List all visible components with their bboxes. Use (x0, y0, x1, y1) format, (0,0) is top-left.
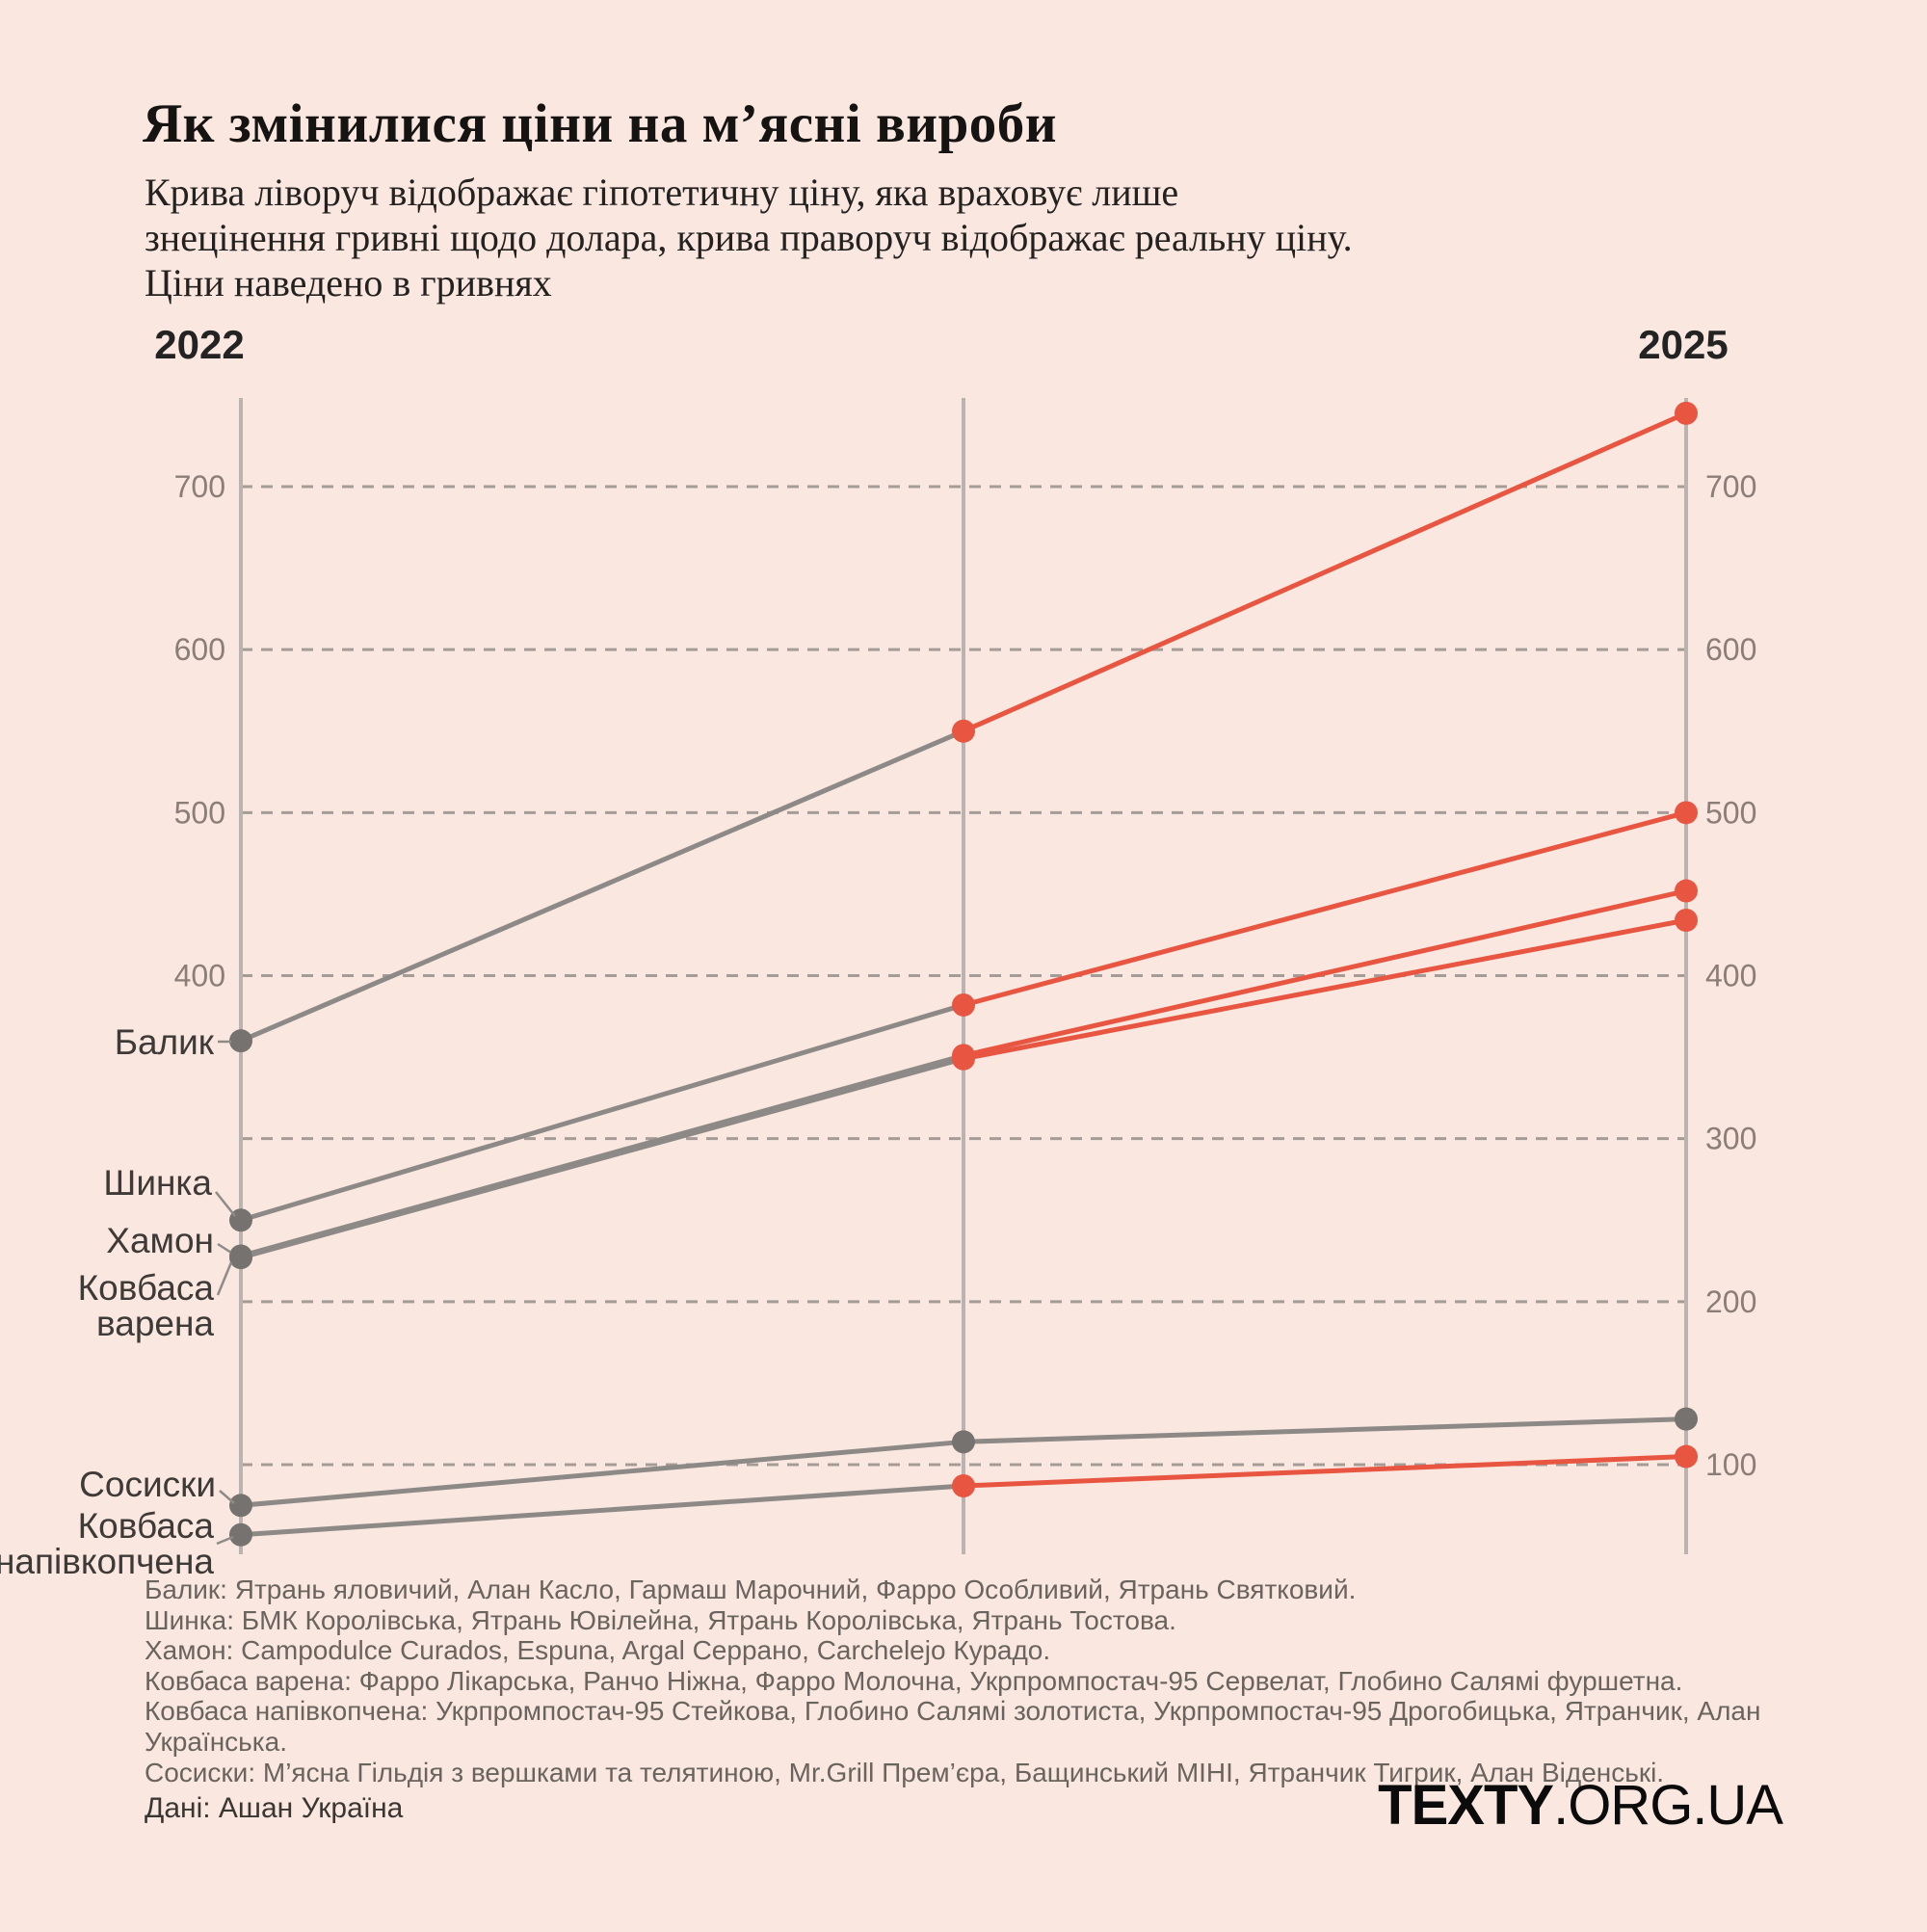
footnote-sosysky: Сосиски: М’ясна Гільдія з вершками та те… (145, 1757, 1665, 1787)
tick-left-700: 700 (174, 469, 225, 504)
col-label-2025: 2025 (1638, 322, 1728, 367)
series-label-kovbasa-napivkopchena-1: напівкопчена (0, 1542, 214, 1581)
data-source: Дані: Ашан Україна (145, 1792, 404, 1824)
footnote-kovbasa-napivkopchena: Ковбаса напівкопчена: Укрпромпостач-95 С… (145, 1696, 1761, 1757)
series-label-khamon-0: Хамон (106, 1221, 214, 1260)
dot-real-sosysky (1675, 1407, 1698, 1431)
line-real-balyk (962, 410, 1688, 734)
dot-2022-kovbasa-napivkopchena (229, 1522, 252, 1547)
dot-real-kovbasa-napivkopchena (1675, 1444, 1698, 1469)
tick-right-200: 200 (1705, 1284, 1756, 1319)
texty-logo-light: .ORG.UA (1553, 1774, 1783, 1837)
line-real-shynka (963, 809, 1687, 1008)
label-pointer-kovbasa-napivkopchena (216, 1535, 234, 1546)
series-label-kovbasa-varena-1: варена (96, 1304, 214, 1343)
series-label-sosysky-0: Сосиски (79, 1465, 216, 1504)
line-hypothetical-sosysky (240, 1439, 964, 1508)
dot-real-khamon (1675, 879, 1698, 903)
footnote-balyk: Балик: Ятрань яловичий, Алан Касло, Гарм… (145, 1575, 1357, 1604)
dot-2022-sosysky (229, 1494, 252, 1518)
tick-right-600: 600 (1705, 632, 1756, 667)
subtitle-line-2: знецінення гривні щодо долара, крива пра… (145, 216, 1353, 259)
dot-real-kovbasa-varena (1675, 908, 1698, 932)
line-hypothetical-balyk (240, 728, 964, 1044)
dot-2022-balyk (229, 1029, 252, 1053)
dot-real-balyk (1675, 401, 1698, 425)
line-hypothetical-kovbasa-napivkopchena (240, 1483, 964, 1538)
dot-hypothetical-balyk (952, 719, 975, 743)
tick-right-700: 700 (1705, 469, 1756, 504)
series-label-balyk-0: Балик (115, 1022, 215, 1062)
line-real-kovbasa-napivkopchena (963, 1454, 1687, 1489)
label-pointer-sosysky (219, 1490, 235, 1504)
label-pointer-kovbasa-varena (216, 1261, 233, 1296)
footnote-khamon: Хамон: Campodulce Curados, Espuna, Argal… (145, 1635, 1051, 1666)
dot-hypothetical-sosysky (952, 1430, 975, 1454)
dot-hypothetical-kovbasa-napivkopchena (952, 1473, 975, 1497)
subtitle-line-3: Ціни наведено в гривнях (145, 261, 552, 304)
tick-right-100: 100 (1705, 1447, 1756, 1482)
dot-hypothetical-shynka (952, 992, 975, 1017)
footnote-shynka: Шинка: БМК Королівська, Ятрань Ювілейна,… (145, 1604, 1176, 1635)
page-title: Як змінилися ціни на м’ясні вироби (143, 93, 1058, 154)
footnote-kovbasa-varena: Ковбаса варена: Фарро Лікарська, Ранчо Н… (145, 1665, 1683, 1696)
label-pointer-shynka (215, 1191, 236, 1217)
series-label-kovbasa-varena-0: Ковбаса (78, 1268, 215, 1308)
page-subtitle: Крива ліворуч відображає гіпотетичну цін… (145, 170, 1782, 305)
tick-left-600: 600 (174, 632, 225, 667)
line-hypothetical-kovbasa-varena (240, 1056, 964, 1260)
series-label-shynka-0: Шинка (103, 1163, 212, 1203)
line-real-kovbasa-varena (963, 917, 1687, 1062)
tick-right-300: 300 (1705, 1122, 1756, 1156)
line-real-khamon (963, 888, 1687, 1058)
label-pointer-khamon (217, 1242, 232, 1255)
tick-right-400: 400 (1705, 958, 1756, 992)
texty-logo: TEXTY.ORG.UA (1378, 1774, 1783, 1837)
dot-hypothetical-kovbasa-varena (952, 1046, 975, 1071)
series-label-kovbasa-napivkopchena-0: Ковбаса (78, 1506, 215, 1546)
dot-2022-kovbasa-varena (229, 1246, 252, 1270)
tick-left-500: 500 (174, 795, 225, 830)
col-label-2022: 2022 (154, 322, 244, 367)
tick-right-500: 500 (1705, 795, 1756, 830)
texty-logo-bold: TEXTY (1378, 1774, 1554, 1837)
tick-left-400: 400 (174, 958, 225, 992)
line-hypothetical-shynka (240, 1002, 964, 1223)
subtitle-line-1: Крива ліворуч відображає гіпотетичну цін… (145, 171, 1179, 214)
line-real-sosysky (963, 1416, 1687, 1444)
dot-real-shynka (1675, 801, 1698, 825)
footnotes: Балик: Ятрань яловичий, Алан Касло, Гарм… (145, 1575, 1840, 1787)
